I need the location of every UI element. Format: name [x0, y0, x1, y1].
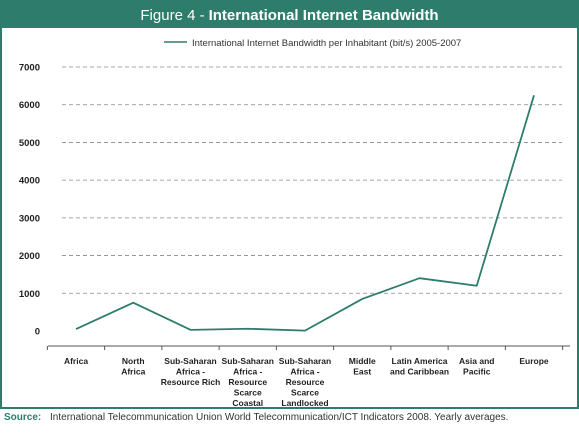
x-tick-label: Latin America and Caribbean: [390, 356, 449, 377]
source-note: Source: International Telecommunication …: [4, 412, 508, 423]
x-tick-label: Europe: [519, 356, 549, 366]
figure-number: Figure 4 -: [140, 7, 204, 24]
source-text: International Telecommunication Union Wo…: [50, 412, 508, 423]
chart-legend: International Internet Bandwidth per Inh…: [164, 38, 461, 49]
x-tick-label: Sub-Saharan Africa -Resource Scarce Landloc…: [279, 356, 331, 408]
y-tick-label: 7000: [19, 63, 40, 74]
series-line: [76, 95, 534, 330]
x-tick-label: Sub-Saharan Africa -Resource Scarce Coastal: [222, 356, 274, 408]
y-tick-label: 5000: [19, 138, 40, 149]
y-tick-label: 4000: [19, 176, 40, 187]
x-tick-label: Asia and Pacific: [459, 356, 494, 377]
figure-frame: Figure 4 - International Internet Bandwi…: [0, 0, 579, 409]
x-tick-label: North Africa: [121, 356, 145, 377]
figure-title-bar: Figure 4 - International Internet Bandwi…: [2, 2, 577, 28]
y-tick-label: 6000: [19, 100, 40, 111]
y-axis-ticks: 0 1000 2000 3000 4000 5000 6000 7000: [19, 63, 40, 338]
x-tick-label: Sub-Saharan Africa -Resource Rich: [161, 356, 221, 387]
y-tick-label: 2000: [19, 251, 40, 262]
chart-grid: [62, 67, 562, 293]
series-line-group: [76, 95, 534, 330]
y-tick-label: 3000: [19, 213, 40, 224]
x-axis-ticks: Africa North Africa Sub-Saharan Africa -Reso…: [47, 346, 562, 408]
x-tick-label: Middle East: [349, 356, 376, 377]
y-tick-label: 0: [35, 327, 40, 338]
figure-title: International Internet Bandwidth: [209, 7, 439, 24]
source-label: Source:: [4, 412, 41, 423]
legend-label: International Internet Bandwidth per Inh…: [192, 38, 461, 49]
y-tick-label: 1000: [19, 289, 40, 300]
line-chart: International Internet Bandwidth per Inh…: [2, 28, 577, 408]
x-tick-label: Africa: [64, 356, 88, 366]
